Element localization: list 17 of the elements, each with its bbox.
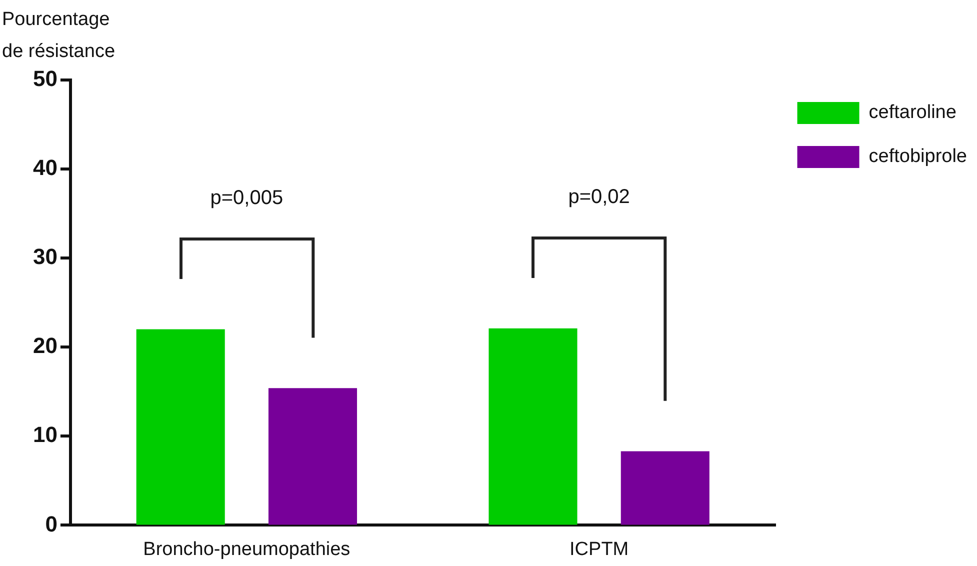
y-tick-label: 30 xyxy=(32,244,58,270)
y-tick-label: 0 xyxy=(45,511,58,536)
x-tick-label: Broncho-pneumopathies xyxy=(143,538,350,560)
y-tick-label: 50 xyxy=(32,66,58,92)
annotation: p=0,02 xyxy=(568,186,630,210)
annotation: p=0,005 xyxy=(210,187,284,210)
y-tick-label: 40 xyxy=(32,155,58,180)
x-tick-label: ICPTM xyxy=(570,538,629,560)
bar xyxy=(268,388,358,525)
legend-label: ceftaroline xyxy=(868,102,956,124)
bar xyxy=(488,328,578,525)
bar xyxy=(620,451,710,525)
y-tick-label: 20 xyxy=(32,333,58,358)
legend-label: ceftobiprole xyxy=(868,146,968,168)
y-tick-label: 10 xyxy=(32,422,58,448)
bar xyxy=(136,329,225,525)
y-axis-title: Pourcentage de résistance xyxy=(2,8,116,64)
